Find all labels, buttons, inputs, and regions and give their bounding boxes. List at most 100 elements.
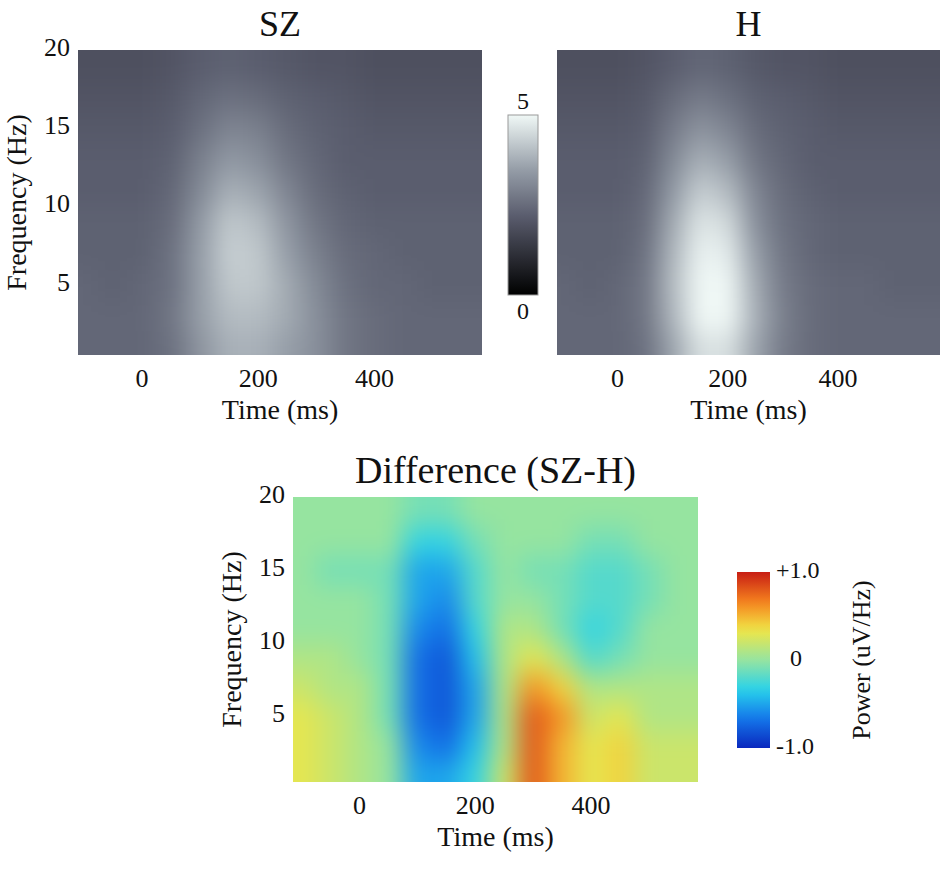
heatmap-cell xyxy=(293,526,317,556)
y-tick-label: 15 xyxy=(259,553,285,582)
heatmap-cell xyxy=(98,113,128,145)
heatmap-cell xyxy=(316,672,346,702)
heatmap-cell xyxy=(769,81,797,113)
heatmap-cell xyxy=(389,81,419,113)
heatmap-cell xyxy=(604,144,632,176)
heatmap-cell xyxy=(98,144,128,176)
y-tick-label: 20 xyxy=(44,33,70,62)
heatmap-cell xyxy=(215,300,245,332)
heatmap-cell xyxy=(293,643,317,673)
heatmap-cell xyxy=(389,300,419,332)
heatmap-cell xyxy=(293,614,317,644)
heatmap-cell xyxy=(576,300,604,332)
heatmap-cell xyxy=(490,731,520,761)
heatmap-cell xyxy=(244,50,274,82)
heatmap-cell xyxy=(663,497,698,527)
heatmap-cell xyxy=(852,81,880,113)
x-axis-title: Time (ms) xyxy=(690,394,806,425)
heatmap-cell xyxy=(302,269,332,301)
heatmap-cell xyxy=(631,332,659,355)
heatmap-cell xyxy=(576,144,604,176)
heatmap-cell xyxy=(659,81,687,113)
heatmap-cell xyxy=(631,81,659,113)
heatmap-cell xyxy=(244,175,274,207)
heatmap-cell xyxy=(389,238,419,270)
heatmap-cell xyxy=(742,269,770,301)
x-axis-title: Time (ms) xyxy=(437,821,553,852)
heatmap-cell xyxy=(293,672,317,702)
heatmap-cell xyxy=(907,50,940,82)
heatmap-cell xyxy=(907,113,940,145)
heatmap-cell xyxy=(631,175,659,207)
heatmap-cell xyxy=(78,332,99,355)
heatmap-cell xyxy=(418,50,448,82)
heatmap-cell xyxy=(244,144,274,176)
heatmap-cell xyxy=(604,206,632,238)
heatmap-cell xyxy=(577,614,607,644)
heatmap xyxy=(78,50,482,355)
heatmap-cell xyxy=(852,206,880,238)
heatmap-cell xyxy=(769,113,797,145)
heatmap-cell xyxy=(98,300,128,332)
heatmap-cell xyxy=(360,332,390,355)
heatmap-cell xyxy=(215,206,245,238)
x-tick-label: 0 xyxy=(611,364,624,393)
heatmap-cell xyxy=(576,238,604,270)
heatmap-cell xyxy=(403,555,433,585)
heatmap-cell xyxy=(331,144,361,176)
heatmap-cell xyxy=(577,672,607,702)
heatmap-cell xyxy=(389,269,419,301)
heatmap-cell xyxy=(548,643,578,673)
heatmap-cell xyxy=(659,300,687,332)
colorbar-title: Power (uV/Hz) xyxy=(847,580,876,740)
heatmap-cell xyxy=(78,300,99,332)
heatmap-cell xyxy=(374,526,404,556)
heatmap-cell xyxy=(714,113,742,145)
heatmap-cell xyxy=(714,206,742,238)
x-tick-label: 200 xyxy=(239,364,278,393)
heatmap-cell xyxy=(447,50,482,82)
heatmap-cell xyxy=(156,206,186,238)
heatmap-cell xyxy=(490,702,520,732)
heatmap-cell xyxy=(403,497,433,527)
heatmap-cell xyxy=(604,300,632,332)
heatmap-cell xyxy=(634,585,664,615)
heatmap-cell xyxy=(577,555,607,585)
heatmap-cell xyxy=(879,175,907,207)
heatmap-cell xyxy=(879,300,907,332)
heatmap-cell xyxy=(663,555,698,585)
heatmap-cell xyxy=(403,702,433,732)
heatmap-cell xyxy=(907,332,940,355)
heatmap-cell xyxy=(360,113,390,145)
plot-area xyxy=(78,50,482,355)
x-axis-title: Time (ms) xyxy=(222,394,338,425)
heatmap-cell xyxy=(604,332,632,355)
heatmap-cell xyxy=(418,332,448,355)
heatmap-cell xyxy=(244,113,274,145)
heatmap-cell xyxy=(879,113,907,145)
heatmap-cell xyxy=(461,614,491,644)
heatmap-cell xyxy=(797,113,825,145)
heatmap-cell xyxy=(577,643,607,673)
heatmap-cell xyxy=(432,497,462,527)
heatmap-cell xyxy=(432,555,462,585)
heatmap-cell xyxy=(418,206,448,238)
heatmap-cell xyxy=(519,702,549,732)
heatmap-cell xyxy=(769,269,797,301)
heatmap-cell xyxy=(156,332,186,355)
heatmap-cell xyxy=(714,81,742,113)
heatmap-cell xyxy=(461,702,491,732)
heatmap-cell xyxy=(461,555,491,585)
heatmap-cell xyxy=(663,731,698,761)
heatmap-cell xyxy=(127,144,157,176)
heatmap-cell xyxy=(604,238,632,270)
heatmap-cell xyxy=(98,332,128,355)
heatmap-cell xyxy=(663,585,698,615)
heatmap-cell xyxy=(797,81,825,113)
heatmap-cell xyxy=(215,113,245,145)
heatmap-cell xyxy=(389,50,419,82)
heatmap-cell xyxy=(634,731,664,761)
heatmap-cell xyxy=(687,269,715,301)
heatmap-cell xyxy=(907,206,940,238)
heatmap-cell xyxy=(742,81,770,113)
